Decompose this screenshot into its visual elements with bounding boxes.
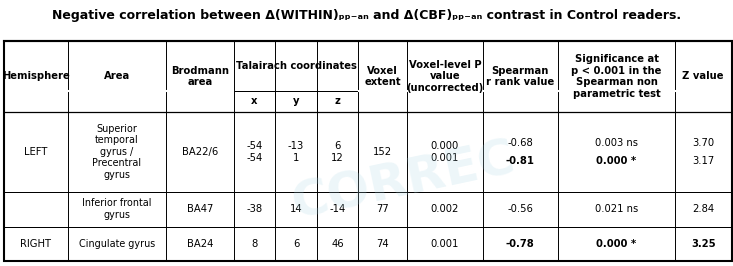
Text: Brodmann
area: Brodmann area — [171, 66, 229, 87]
Text: 74: 74 — [376, 239, 389, 249]
Text: Significance at
p < 0.001 in the
Spearman non
parametric test: Significance at p < 0.001 in the Spearma… — [571, 54, 662, 99]
Text: Inferior frontal
gyrus: Inferior frontal gyrus — [82, 198, 152, 220]
Text: 2.84: 2.84 — [692, 204, 715, 214]
Text: -54
-54: -54 -54 — [246, 141, 262, 163]
Text: Z value: Z value — [682, 72, 724, 81]
Text: 0.001: 0.001 — [431, 239, 459, 249]
Text: 3.17: 3.17 — [692, 156, 715, 166]
Text: -0.78: -0.78 — [506, 239, 534, 249]
Text: 6
12: 6 12 — [331, 141, 344, 163]
Text: Hemisphere: Hemisphere — [2, 72, 70, 81]
Text: Cingulate gyrus: Cingulate gyrus — [78, 239, 155, 249]
Text: x: x — [251, 96, 258, 106]
Text: 3.70: 3.70 — [692, 138, 715, 148]
Text: 0.000 *: 0.000 * — [597, 156, 637, 166]
Text: 6: 6 — [292, 239, 299, 249]
Text: -14: -14 — [329, 204, 345, 214]
Text: 46: 46 — [331, 239, 344, 249]
Text: 0.000 *: 0.000 * — [597, 239, 637, 249]
Text: -38: -38 — [246, 204, 262, 214]
Bar — [4, 41, 732, 261]
Text: Talairach coordinates: Talairach coordinates — [235, 61, 356, 71]
Text: RIGHT: RIGHT — [21, 239, 51, 249]
Text: Voxel-level P
value
(uncorrected): Voxel-level P value (uncorrected) — [406, 60, 484, 93]
Text: 0.021 ns: 0.021 ns — [595, 204, 638, 214]
Text: 0.003 ns: 0.003 ns — [595, 138, 638, 148]
Text: -13
1: -13 1 — [288, 141, 304, 163]
Text: -0.56: -0.56 — [507, 204, 534, 214]
Text: Area: Area — [103, 72, 130, 81]
Text: -0.81: -0.81 — [506, 156, 535, 166]
Text: LEFT: LEFT — [24, 147, 48, 157]
Text: -0.68: -0.68 — [507, 138, 533, 148]
Text: BA22/6: BA22/6 — [182, 147, 218, 157]
Text: z: z — [334, 96, 340, 106]
Text: 3.25: 3.25 — [691, 239, 715, 249]
Text: Voxel
extent: Voxel extent — [364, 66, 401, 87]
Text: Negative correlation between Δ(WITHIN)ₚₚ₋ₐₙ and Δ(CBF)ₚₚ₋ₐₙ contrast in Control : Negative correlation between Δ(WITHIN)ₚₚ… — [52, 9, 681, 22]
Text: 8: 8 — [251, 239, 257, 249]
Text: 77: 77 — [376, 204, 389, 214]
Text: y: y — [292, 96, 299, 106]
Text: 0.000
0.001: 0.000 0.001 — [431, 141, 459, 163]
Text: Superior
temporal
gyrus /
Precentral
gyrus: Superior temporal gyrus / Precentral gyr… — [92, 124, 141, 180]
Text: Spearman
r rank value: Spearman r rank value — [486, 66, 554, 87]
Text: 0.002: 0.002 — [431, 204, 459, 214]
Text: 14: 14 — [290, 204, 302, 214]
Text: CORREC: CORREC — [287, 134, 519, 228]
Text: BA47: BA47 — [187, 204, 213, 214]
Text: 152: 152 — [373, 147, 392, 157]
Text: BA24: BA24 — [187, 239, 213, 249]
